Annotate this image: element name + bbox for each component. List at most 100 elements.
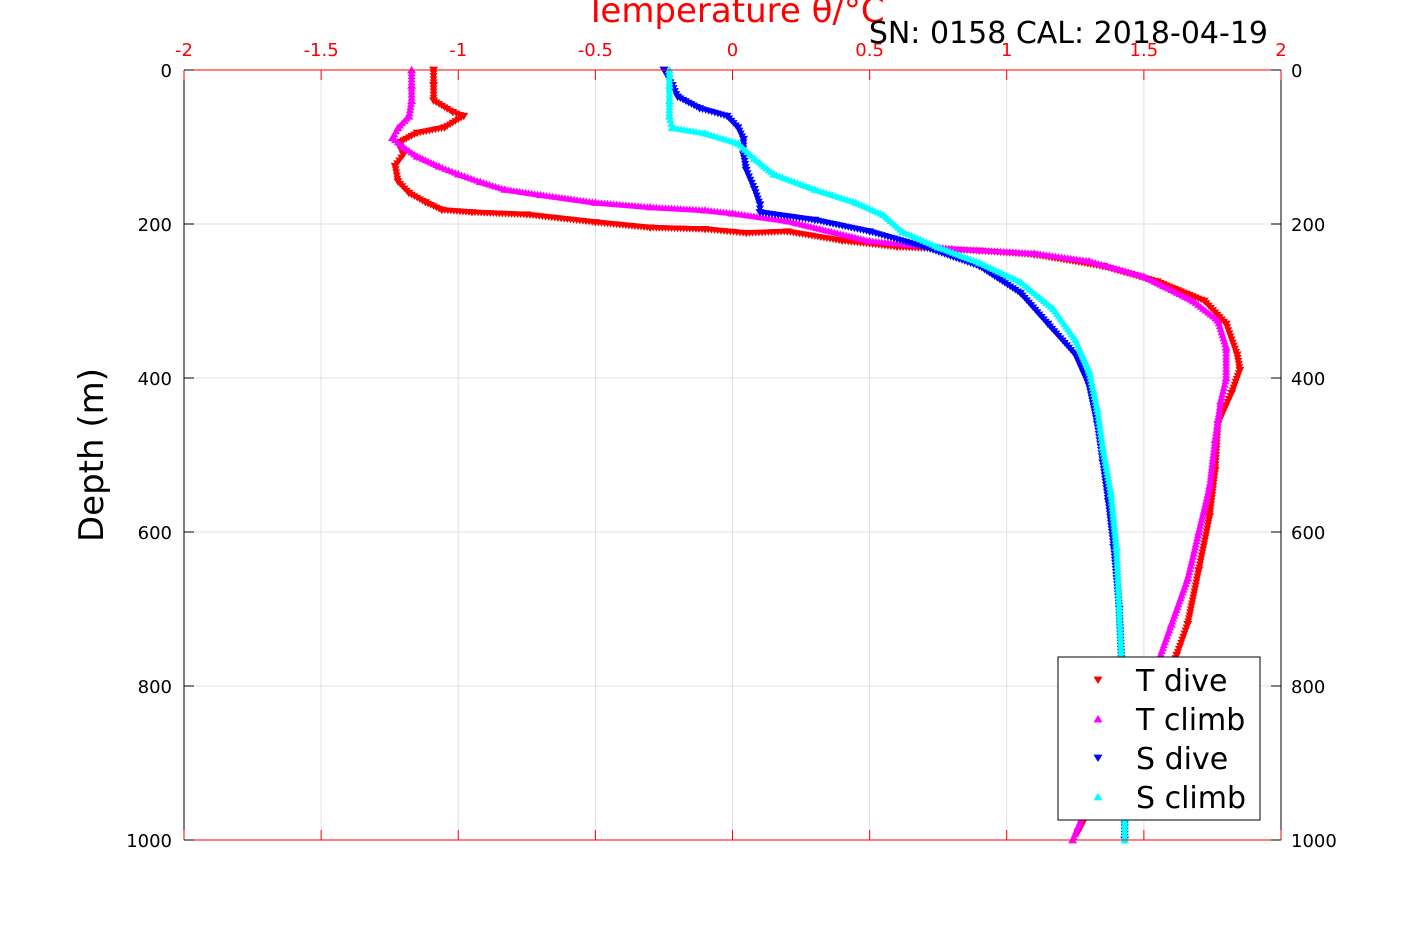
y-tick-label-right: 800 [1291,677,1325,698]
marker-fill [1212,426,1221,433]
marker-fill [1215,407,1224,414]
marker-fill [1110,525,1119,533]
marker-fill [1105,480,1114,488]
marker-fill [1207,463,1216,471]
marker-fill [1096,430,1105,438]
data-point [1205,481,1215,490]
marker-fill [1112,556,1121,563]
marker-fill [1101,459,1110,466]
y-tick-label-right: 600 [1291,523,1325,544]
marker-fill [1111,537,1120,545]
marker-fill [1094,414,1103,422]
marker-fill [1185,568,1194,576]
marker-fill [1214,410,1223,417]
marker-fill [1115,614,1124,622]
marker-fill [1115,620,1124,628]
marker-fill [1116,633,1125,640]
x-tick-label: 1.5 [1130,40,1159,61]
marker-fill [755,205,764,213]
marker-fill [1220,381,1229,388]
x-tick-label: -2 [175,40,193,61]
marker-fill [1192,537,1201,545]
marker-fill [1090,390,1099,397]
marker-fill [1091,396,1100,403]
marker-fill [1108,504,1117,512]
y-tick-label-right: 400 [1291,369,1325,390]
data-point [1213,316,1223,324]
marker-fill [1199,506,1208,514]
legend-marker [1093,754,1103,763]
marker-fill [1114,599,1123,606]
marker-fill [1114,580,1123,588]
x-tick-label: 2 [1275,40,1286,61]
marker-fill [1100,456,1109,463]
marker-fill [1106,486,1115,494]
marker-fill [1107,498,1116,506]
marker-fill [1102,462,1111,469]
y-tick-label-left: 200 [138,215,172,236]
x-tick-label: -0.5 [578,40,613,61]
marker-fill [1116,639,1125,646]
marker-fill [1116,642,1125,649]
marker-fill [1110,522,1119,530]
marker-fill [1088,381,1097,389]
marker-fill [1116,623,1125,631]
data-point [1216,397,1226,405]
marker-fill [1196,522,1205,529]
marker-fill [1094,411,1103,419]
marker-fill [1088,384,1097,392]
marker-fill [1114,590,1123,597]
data-point [1114,604,1124,613]
marker-fill [1109,510,1118,518]
y-tick-label-left: 800 [138,677,172,698]
marker-fill [1209,451,1218,458]
data-point [1210,435,1220,443]
marker-fill [1091,399,1100,406]
marker-fill [405,109,414,117]
legend-label: S dive [1136,742,1228,777]
marker-fill [1214,413,1223,421]
marker-fill [1095,424,1104,432]
marker-fill [1108,501,1117,509]
marker-fill [1103,468,1112,475]
marker-fill [1114,586,1123,594]
x-tick-label: -1 [449,40,467,61]
marker-fill [1216,400,1225,408]
legend-marker [1093,676,1103,685]
legend-label: T dive [1135,664,1227,699]
marker-fill [1209,448,1218,455]
marker-fill [1113,562,1122,569]
marker-fill [1097,437,1106,444]
marker-fill [1104,477,1113,485]
data-point [1194,527,1204,536]
marker-fill [1115,617,1124,625]
series-layer [387,65,1245,845]
marker-fill [1191,543,1200,551]
data-point [407,96,417,105]
marker-fill [1188,553,1197,560]
marker-fill [1099,446,1108,454]
marker-fill [1107,492,1116,500]
marker-fill [1115,611,1124,619]
marker-fill [1115,608,1124,616]
y-tick-label-left: 0 [161,61,172,82]
marker-fill [1213,419,1222,427]
marker-fill [1210,445,1219,452]
data-point [664,112,674,120]
y-tick-label-right: 1000 [1291,831,1337,852]
marker-fill [1097,434,1106,441]
marker-fill [1113,574,1122,582]
marker-fill [1086,372,1095,380]
marker-fill [1100,452,1109,460]
marker-fill [1111,531,1120,539]
marker-fill [1207,466,1216,474]
marker-fill [1208,457,1217,465]
marker-fill [1114,596,1123,603]
marker-fill [1210,442,1219,449]
y-tick-label-right: 200 [1291,215,1325,236]
marker-fill [1103,471,1112,479]
data-point [1098,443,1108,451]
y-tick-label-left: 600 [138,523,172,544]
